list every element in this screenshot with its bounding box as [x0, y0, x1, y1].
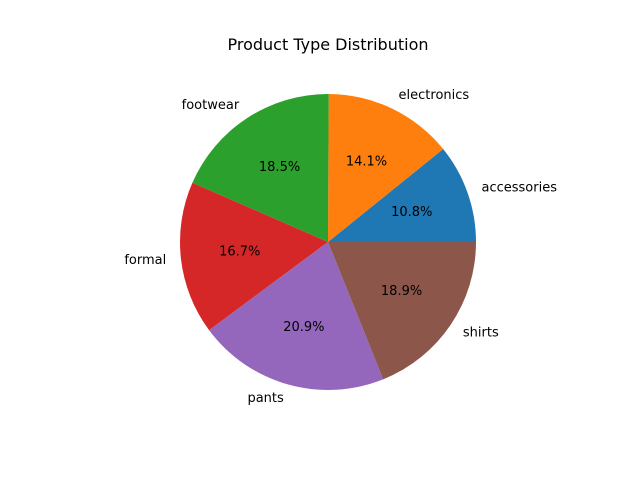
- pie-slice-formal: [180, 182, 328, 331]
- pie-category-label-electronics: electronics: [399, 88, 470, 103]
- pie-category-label-footwear: footwear: [182, 98, 240, 113]
- pie-value-label-shirts: 18.9%: [381, 284, 422, 299]
- pie-value-label-pants: 20.9%: [283, 320, 324, 335]
- pie-value-label-accessories: 10.8%: [391, 205, 432, 220]
- pie-slice-accessories: [328, 149, 476, 242]
- pie-value-label-electronics: 14.1%: [346, 154, 387, 169]
- pie-category-label-pants: pants: [247, 391, 284, 406]
- pie-slice-pants: [209, 242, 384, 390]
- pie-value-label-formal: 16.7%: [219, 245, 260, 260]
- chart-title: Product Type Distribution: [227, 35, 428, 54]
- pie-category-label-formal: formal: [124, 253, 166, 268]
- pie-slices: [180, 93, 476, 390]
- pie-slice-shirts: [328, 242, 476, 380]
- pie-category-label-accessories: accessories: [482, 180, 558, 195]
- pie-labels: 10.8% accessories 14.1% electronics 18.5% foo…: [124, 88, 557, 406]
- pie-slice-footwear: [192, 93, 329, 242]
- pie-value-label-footwear: 18.5%: [259, 160, 300, 175]
- pie-slice-electronics: [328, 94, 444, 242]
- pie-category-label-shirts: shirts: [463, 326, 499, 341]
